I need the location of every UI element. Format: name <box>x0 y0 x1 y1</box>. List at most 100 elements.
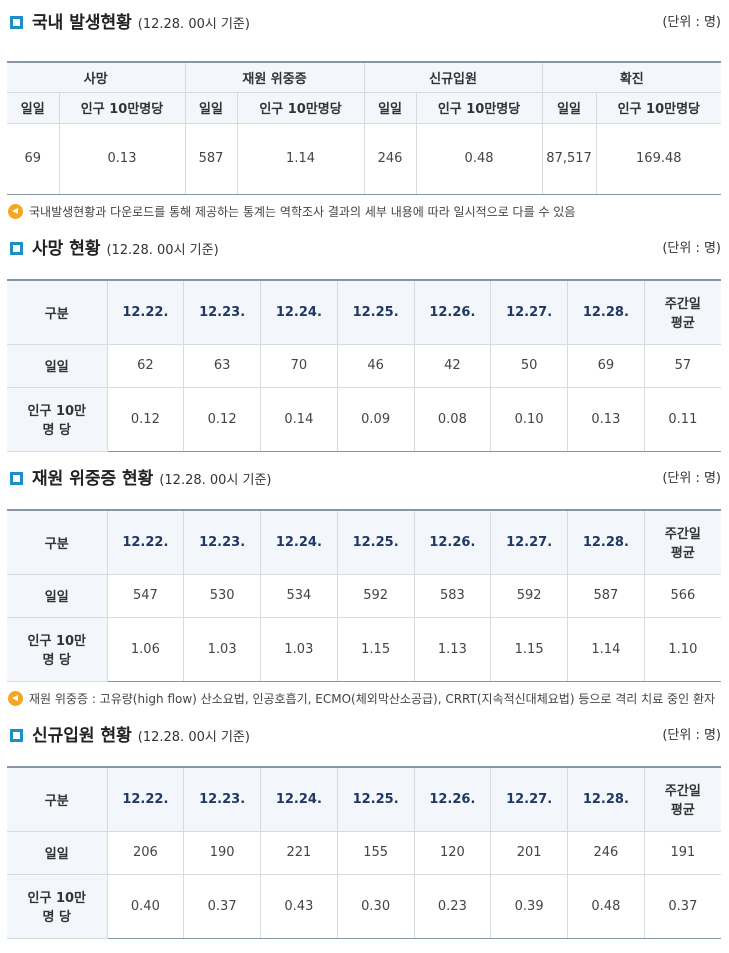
deaths-daily-cell: 69 <box>567 343 645 388</box>
domestic-cell: 0.48 <box>415 122 543 195</box>
severe-per100k-cell: 1.14 <box>567 616 645 682</box>
col-header-weekly-avg: 주간일 평균 <box>643 509 721 575</box>
row-header-per100k: 인구 10만 명 당 <box>7 386 108 452</box>
deaths-per100k-cell: 0.09 <box>336 386 415 452</box>
severe-daily-cell: 547 <box>106 573 185 618</box>
row-header-daily: 일일 <box>7 343 108 388</box>
severe-per100k-cell: 1.15 <box>490 616 568 682</box>
severe-base-time: (12.28. 00시 기준) <box>159 473 272 488</box>
sub-header-daily: 일일 <box>363 91 417 124</box>
row-header-per100k: 인구 10만 명 당 <box>7 616 108 682</box>
col-header-date: 12.25. <box>336 766 415 832</box>
deaths-per100k-cell: 0.12 <box>106 386 185 452</box>
severe-daily-cell: 534 <box>260 573 338 618</box>
group-header-admission: 신규입원 <box>363 61 543 93</box>
admission-daily-cell: 191 <box>643 830 721 875</box>
col-header-weekly-avg: 주간일 평균 <box>643 279 721 345</box>
severe-note: 재원 위중증 : 고유량(high flow) 산소요법, 인공호흡기, ECM… <box>8 690 715 708</box>
sub-header-per100k: 인구 10만명당 <box>415 91 543 124</box>
severe-daily-cell: 566 <box>643 573 721 618</box>
admission-per100k-cell: 0.37 <box>183 873 261 939</box>
col-header-date: 12.25. <box>336 509 415 575</box>
row-header-daily: 일일 <box>7 573 108 618</box>
col-header-date: 12.24. <box>260 766 338 832</box>
note-text: 국내발생현황과 다운로드를 통해 제공하는 통계는 역학조사 결과의 세부 내용… <box>29 205 576 219</box>
col-header-date: 12.28. <box>567 766 645 832</box>
severe-section-header: 재원 위중증 현황 (12.28. 00시 기준) (단위 : 명) <box>8 466 721 492</box>
col-header-date: 12.23. <box>183 509 261 575</box>
deaths-per100k-cell: 0.08 <box>413 386 492 452</box>
severe-title: 재원 위중증 현황 <box>32 469 154 489</box>
severe-per100k-cell: 1.06 <box>106 616 185 682</box>
col-header-date: 12.27. <box>490 509 568 575</box>
admission-daily-cell: 206 <box>106 830 185 875</box>
deaths-per100k-cell: 0.11 <box>643 386 721 452</box>
admission-per100k-cell: 0.23 <box>413 873 492 939</box>
section-bullet-icon <box>10 16 23 29</box>
severe-per100k-cell: 1.03 <box>183 616 261 682</box>
speaker-icon <box>8 204 23 219</box>
col-header-date: 12.28. <box>567 509 645 575</box>
severe-per100k-cell: 1.15 <box>336 616 415 682</box>
deaths-per100k-cell: 0.13 <box>567 386 645 452</box>
admission-daily-cell: 155 <box>336 830 415 875</box>
domestic-cell: 0.13 <box>58 122 186 195</box>
col-header-date: 12.28. <box>567 279 645 345</box>
section-bullet-icon <box>10 729 23 742</box>
admission-daily-cell: 201 <box>490 830 568 875</box>
sub-header-daily: 일일 <box>7 91 60 124</box>
speaker-icon <box>8 691 23 706</box>
admission-daily-cell: 221 <box>260 830 338 875</box>
severe-per100k-cell: 1.10 <box>643 616 721 682</box>
domestic-cell: 169.48 <box>595 122 722 195</box>
deaths-title: 사망 현황 <box>32 239 101 259</box>
domestic-table: 사망 재원 위중증 신규입원 확진 일일 인구 10만명당 일일 인구 10만명… <box>7 61 722 195</box>
admission-per100k-cell: 0.37 <box>643 873 721 939</box>
col-header-gubun: 구분 <box>7 279 108 345</box>
col-header-date: 12.24. <box>260 509 338 575</box>
deaths-per100k-cell: 0.14 <box>260 386 338 452</box>
domestic-base-time: (12.28. 00시 기준) <box>137 17 250 32</box>
domestic-title: 국내 발생현황 <box>32 13 132 33</box>
admission-per100k-cell: 0.39 <box>490 873 568 939</box>
admission-per100k-cell: 0.40 <box>106 873 185 939</box>
col-header-gubun: 구분 <box>7 509 108 575</box>
col-header-date: 12.22. <box>106 279 185 345</box>
deaths-unit: (단위 : 명) <box>662 241 721 256</box>
admission-per100k-cell: 0.30 <box>336 873 415 939</box>
deaths-daily-cell: 70 <box>260 343 338 388</box>
deaths-daily-cell: 62 <box>106 343 185 388</box>
col-header-gubun: 구분 <box>7 766 108 832</box>
domestic-cell: 587 <box>184 122 238 195</box>
admission-per100k-cell: 0.43 <box>260 873 338 939</box>
row-header-per100k: 인구 10만 명 당 <box>7 873 108 939</box>
deaths-daily-cell: 50 <box>490 343 568 388</box>
deaths-per100k-cell: 0.12 <box>183 386 261 452</box>
col-header-date: 12.25. <box>336 279 415 345</box>
note-text: 재원 위중증 : 고유량(high flow) 산소요법, 인공호흡기, ECM… <box>29 692 716 706</box>
sub-header-per100k: 인구 10만명당 <box>595 91 722 124</box>
section-bullet-icon <box>10 472 23 485</box>
admission-daily-cell: 246 <box>567 830 645 875</box>
severe-unit: (단위 : 명) <box>662 471 721 486</box>
sub-header-daily: 일일 <box>184 91 238 124</box>
col-header-weekly-avg: 주간일 평균 <box>643 766 721 832</box>
domestic-cell: 69 <box>7 122 60 195</box>
sub-header-daily: 일일 <box>541 91 597 124</box>
admission-daily-cell: 120 <box>413 830 492 875</box>
col-header-date: 12.27. <box>490 766 568 832</box>
group-header-confirmed: 확진 <box>541 61 722 93</box>
sub-header-per100k: 인구 10만명당 <box>236 91 365 124</box>
col-header-date: 12.22. <box>106 766 185 832</box>
domestic-section-header: 국내 발생현황 (12.28. 00시 기준) (단위 : 명) <box>8 10 721 36</box>
severe-daily-cell: 530 <box>183 573 261 618</box>
group-header-deaths: 사망 <box>7 61 186 93</box>
admission-base-time: (12.28. 00시 기준) <box>137 730 250 745</box>
severe-daily-cell: 587 <box>567 573 645 618</box>
severe-daily-cell: 592 <box>336 573 415 618</box>
admission-daily-cell: 190 <box>183 830 261 875</box>
group-header-severe: 재원 위중증 <box>184 61 365 93</box>
severe-per100k-cell: 1.03 <box>260 616 338 682</box>
row-header-daily: 일일 <box>7 830 108 875</box>
deaths-per100k-cell: 0.10 <box>490 386 568 452</box>
